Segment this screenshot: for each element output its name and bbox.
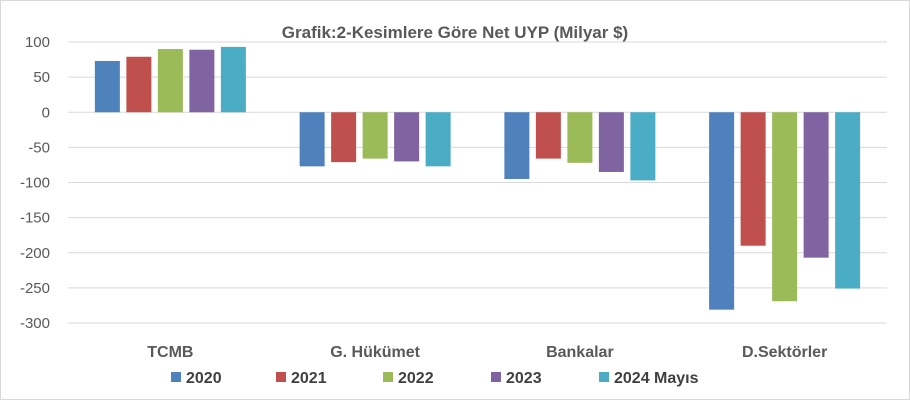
bar [331, 112, 357, 163]
bars [94, 46, 861, 310]
bar [740, 112, 766, 246]
x-category-label: TCMB [147, 344, 193, 361]
x-category-label: Bankalar [546, 344, 614, 361]
bar [598, 112, 624, 172]
bar [94, 60, 120, 113]
legend-label: 2023 [506, 370, 542, 387]
bar [709, 112, 735, 310]
x-category-label: D.Sektörler [742, 344, 827, 361]
bar [126, 56, 152, 113]
bar [630, 112, 656, 181]
y-tick-label: 100 [25, 34, 50, 51]
bar [772, 112, 798, 302]
chart-title: Grafik:2-Kesimlere Göre Net UYP (Milyar … [282, 23, 628, 42]
bar [425, 112, 451, 167]
y-tick-label: -300 [20, 315, 50, 332]
y-tick-label: -100 [20, 175, 50, 192]
bar [220, 46, 246, 113]
legend-swatch [491, 372, 501, 382]
bar [803, 112, 829, 258]
bar [835, 112, 861, 289]
y-tick-label: 50 [33, 69, 50, 86]
legend: 2020 2021 2022 2023 2024 Mayıs [171, 370, 699, 387]
bar [504, 112, 530, 179]
bar [157, 49, 183, 113]
y-tick-label: -200 [20, 245, 50, 262]
legend-swatch [171, 372, 181, 382]
bar [394, 112, 420, 162]
y-tick-label: 0 [42, 104, 50, 121]
y-tick-label: -250 [20, 280, 50, 297]
y-tick-label: -150 [20, 210, 50, 227]
bar [535, 112, 561, 159]
x-category-label: G. Hükümet [330, 344, 420, 361]
bar [299, 112, 325, 167]
legend-label: 2021 [291, 370, 327, 387]
y-axis-ticks: 100 50 0 -50 -100 -150 -200 -250 -300 [20, 34, 50, 332]
y-tick-label: -50 [28, 139, 50, 156]
legend-swatch [599, 372, 609, 382]
legend-label: 2022 [398, 370, 434, 387]
x-axis-categories: TCMB G. Hükümet Bankalar D.Sektörler [147, 344, 827, 361]
legend-label: 2020 [186, 370, 222, 387]
legend-label: 2024 Mayıs [614, 370, 699, 387]
legend-swatch [276, 372, 286, 382]
bar [362, 112, 388, 159]
legend-swatch [383, 372, 393, 382]
bar [567, 112, 593, 163]
bar [189, 49, 215, 113]
